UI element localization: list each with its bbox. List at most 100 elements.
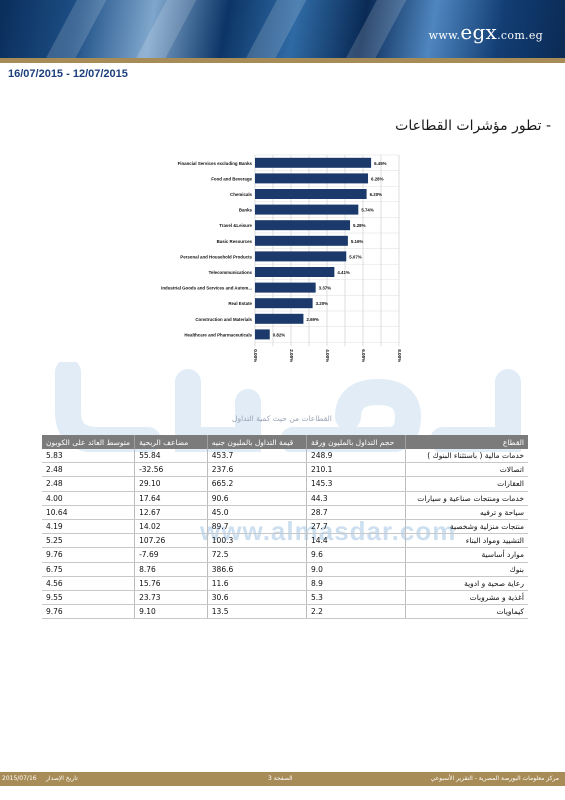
date-range: 16/07/2015 - 12/07/2015 [8,68,128,80]
cell-pe: -7.69 [134,547,208,563]
cell-volume: 8.9 [305,576,406,591]
chart-category-label: Construction and Materials [195,317,252,322]
cell-volume: 14.4 [305,533,406,549]
table-row: خدمات مالية ( باستثناء البنوك ) 248.9 453.… [42,449,528,464]
chart-svg: Financial Services excluding Banks 6.45% F… [161,154,402,362]
chart-data-label: 3.20% [316,301,329,306]
chart-data-label: 5.28% [353,223,366,228]
cell-sector: رعاية صحية و ادوية [404,576,528,591]
col-sector: القطاع [404,435,528,449]
banner-streak [35,0,111,58]
table-row: كيماويات 2.2 13.5 9.10 9.76 [42,604,528,620]
cell-sector: التشييد ومواد البناء [404,533,528,549]
cell-value: 665.2 [206,476,307,492]
cell-sector: خدمات ومنتجات صناعية و سيارات [404,491,528,506]
chart-category-label: Real Estate [228,301,252,306]
chart-data-label: 4.41% [337,270,350,275]
chart-tick-label: 0.00% [253,349,258,362]
sector-trading-table: القطاع حجم التداول بالمليون ورقة قيمة ال… [42,435,528,620]
cell-sector: منتجات منزلية وشخصية [404,519,528,535]
section-title: - تطور مؤشرات القطاعات [395,118,551,134]
cell-pe: 23.73 [134,590,208,606]
chart-data-label: 0.82% [273,332,286,337]
cell-volume: 9.6 [305,547,406,563]
table-row: منتجات منزلية وشخصية 27.7 89.7 14.02 4.19 [42,519,528,535]
cell-pe: -32.56 [134,462,208,478]
chart-category-label: Travel &Leisure [219,223,252,228]
cell-yield: 9.76 [42,604,135,620]
col-value: قيمة التداول بالمليون جنيه [206,435,307,449]
cell-value: 13.5 [206,604,307,620]
cell-yield: 5.83 [42,449,135,464]
table-row: العقارات 145.3 665.2 29.10 2.48 [42,476,528,492]
cell-volume: 248.9 [305,449,406,464]
cell-yield: 9.55 [42,590,135,606]
cell-sector: كيماويات [404,604,528,620]
watermark-stroke [430,369,521,452]
header-gold-bar [0,58,565,63]
footer-issue-date: 2015/07/16 [2,775,37,782]
footer-bar: 2015/07/16 تاريخ الإصدار الصفحة 3 مركز م… [0,772,565,786]
chart-category-label: Healthcare and Pharmaceuticals [184,332,252,337]
chart-category-label: Industrial Goods and Services and Autom.… [161,286,252,291]
cell-sector: موارد أساسية [404,547,528,563]
chart-bar [255,204,359,215]
cell-volume: 27.7 [305,519,406,535]
cell-value: 72.5 [206,547,307,563]
cell-volume: 2.2 [305,604,406,620]
cell-volume: 28.7 [305,505,406,520]
chart-category-label: Chemicals [230,192,253,197]
chart-data-label: 2.69% [306,317,319,322]
table-row: موارد أساسية 9.6 72.5 -7.69 9.76 [42,547,528,563]
chart-bar [255,329,270,340]
logo-suffix: .com.eg [497,29,543,42]
chart-category-label: Basic Resources [217,239,253,244]
cell-sector: سياحة و ترفيه [404,505,528,520]
chart-category-label: Personal and Household Products [180,254,252,259]
cell-sector: خدمات مالية ( باستثناء البنوك ) [404,449,528,464]
table-row: التشييد ومواد البناء 14.4 100.3 107.26 5.25 [42,533,528,549]
banner-streak [335,0,411,58]
cell-yield: 6.75 [42,562,135,577]
cell-yield: 2.48 [42,476,135,492]
chart-data-label: 3.37% [319,286,332,291]
cell-pe: 15.76 [134,576,208,591]
egx-logo: www.egx.com.eg [429,20,543,44]
cell-value: 453.7 [206,449,307,464]
chart-tick-label: 4.00% [325,349,330,362]
cell-yield: 10.64 [42,505,135,520]
cell-yield: 4.00 [42,491,135,506]
cell-value: 237.6 [206,462,307,478]
chart-category-label: Telecommunications [209,270,253,275]
cell-volume: 145.3 [305,476,406,492]
cell-volume: 210.1 [305,462,406,478]
cell-sector: بنوك [404,562,528,577]
chart-tick-label: 2.00% [289,349,294,362]
cell-yield: 2.48 [42,462,135,478]
cell-pe: 8.76 [134,562,208,577]
chart-bar [255,298,313,309]
chart-data-label: 5.74% [361,208,374,213]
cell-value: 386.6 [206,562,307,577]
chart-bar [255,173,369,184]
col-volume: حجم التداول بالمليون ورقة [305,435,406,449]
table-row: بنوك 9.0 386.6 8.76 6.75 [42,562,528,577]
chart-tick-label: 8.00% [397,349,402,362]
chart-category-label: Financial Services excluding Banks [178,161,253,166]
chart-data-label: 6.28% [371,176,384,181]
cell-pe: 55.84 [134,449,208,464]
cell-pe: 29.10 [134,476,208,492]
cell-pe: 12.67 [134,505,208,520]
chart-bar [255,251,347,262]
chart-data-label: 6.45% [374,161,387,166]
cell-volume: 5.3 [305,590,406,606]
cell-volume: 44.3 [305,491,406,506]
sector-performance-chart: Financial Services excluding Banks 6.45% F… [148,152,413,366]
cell-value: 45.0 [206,505,307,520]
table-row: سياحة و ترفيه 28.7 45.0 12.67 10.64 [42,505,528,520]
cell-pe: 107.26 [134,533,208,549]
cell-pe: 9.10 [134,604,208,620]
watermark-stroke [175,369,261,452]
cell-value: 100.3 [206,533,307,549]
chart-bar [255,267,335,277]
